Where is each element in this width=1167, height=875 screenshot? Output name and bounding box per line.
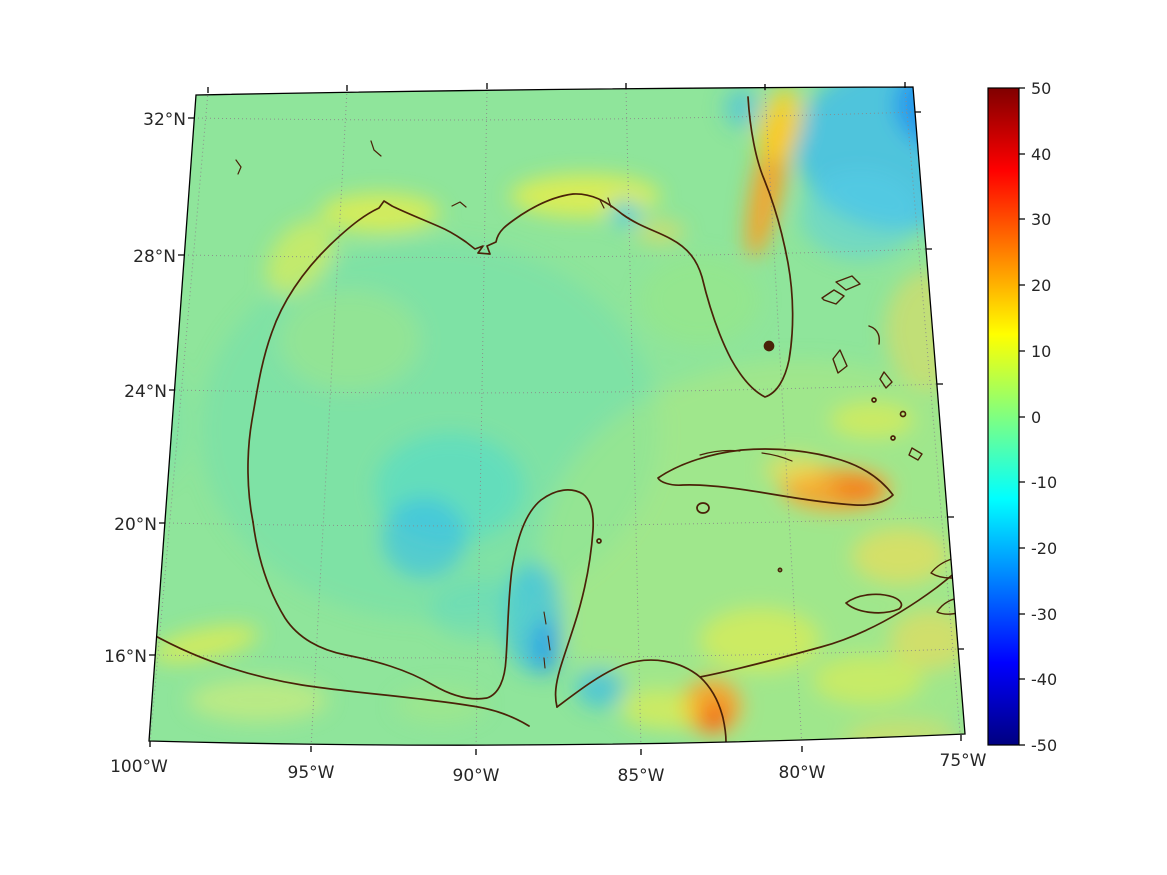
gridline-parallel-28n [183, 248, 927, 258]
inland-water-louisiana [451, 197, 612, 209]
map-panel [149, 87, 965, 746]
island-small [899, 410, 907, 418]
colorbar: 50 40 30 20 10 0 -10 -20 -30 -40 -50 [987, 79, 1057, 755]
island-small [871, 397, 877, 403]
coastline-pacific [149, 632, 530, 727]
colorbar-ticks [1019, 87, 1025, 746]
anomaly-blob-negative [800, 170, 920, 260]
anomaly-blob-positive [620, 690, 700, 730]
anomaly-blob-positive [890, 610, 965, 670]
anomaly-blob-positive [320, 193, 440, 233]
island-jamaica [845, 593, 903, 614]
coastline-belize-cays [543, 611, 551, 669]
x-tick-label-80w: 80°W [779, 763, 826, 783]
colorbar-gradient [987, 87, 1020, 746]
anomaly-blob [395, 687, 485, 723]
top-tick [207, 82, 906, 93]
gridline-meridian-75w [904, 88, 962, 745]
y-tick-label-32n: 32°N [143, 110, 186, 130]
anomaly-blob-positive [830, 402, 914, 438]
map-frame [148, 86, 966, 746]
anomaly-blob-negative [724, 88, 760, 128]
x-tick-label-100w: 100°W [110, 757, 168, 777]
colorbar-label-20: 20 [1031, 276, 1051, 295]
colorbar-label-n10: -10 [1031, 473, 1057, 492]
colorbar-tick [1019, 87, 1025, 746]
coastline-honduras [556, 659, 727, 743]
y-tick-label-28n: 28°N [133, 247, 176, 267]
anomaly-blob-positive [765, 455, 825, 485]
x-tick-label-75w: 75°W [940, 751, 987, 771]
anomaly-blob-positive [188, 678, 328, 722]
coastline-cuba [657, 448, 894, 506]
colorbar-label-n30: -30 [1031, 605, 1057, 624]
island-bahamas [821, 275, 923, 461]
anomaly-blob-negative [430, 580, 530, 640]
colorbar-label-n50: -50 [1031, 736, 1057, 755]
anomaly-blob-negative [149, 360, 185, 480]
x-tick-label-85w: 85°W [618, 766, 665, 786]
coastline-mexico-yucatan [252, 489, 595, 708]
anomaly-blob [280, 290, 420, 390]
gridline-parallel-24n [174, 383, 938, 394]
colorbar-label-40: 40 [1031, 145, 1051, 164]
anomaly-blob-positive [635, 220, 685, 244]
colorbar-label-30: 30 [1031, 210, 1051, 229]
anomaly-blob-negative [533, 620, 559, 676]
coastlines [149, 96, 965, 743]
y-tick-label-16n: 16°N [104, 647, 147, 667]
x-axis-labels: 100°W 95°W 90°W 85°W 80°W 75°W [110, 751, 987, 786]
anomaly-blob-negative [609, 200, 641, 226]
coastline-nicaragua [699, 570, 958, 678]
island-cayman [777, 567, 783, 573]
y-axis-labels: 32°N 28°N 24°N 20°N 16°N [104, 110, 186, 667]
right-tick [915, 111, 964, 650]
anomaly-blob-positive [885, 270, 965, 390]
colorbar-label-50: 50 [1031, 79, 1051, 98]
island-isle-of-youth [696, 502, 710, 514]
anomaly-blob-positive [834, 476, 882, 502]
anomaly-blob-negative [576, 668, 624, 708]
colorbar-labels: 50 40 30 20 10 0 -10 -20 -30 -40 -50 [1031, 79, 1057, 755]
y-tick [149, 117, 194, 656]
colorbar-label-0: 0 [1031, 408, 1041, 427]
island-small [890, 435, 896, 441]
x-tick [149, 735, 962, 755]
colorbar-label-n40: -40 [1031, 670, 1057, 689]
anomaly-blob-positive [151, 624, 259, 664]
axis-ticks [149, 82, 964, 755]
y-tick-label-24n: 24°N [124, 382, 167, 402]
colorbar-label-10: 10 [1031, 342, 1051, 361]
inland-water-texas [235, 140, 382, 175]
coastline-cuba-cays [699, 449, 793, 462]
y-tick-label-20n: 20°N [114, 515, 157, 535]
x-tick-label-95w: 95°W [288, 763, 335, 783]
anomaly-blob-positive [813, 655, 923, 705]
island-cozumel [596, 538, 602, 544]
anomaly-blob-positive [756, 87, 804, 163]
colorbar-label-n20: -20 [1031, 539, 1057, 558]
lake-okeechobee [763, 340, 775, 352]
x-tick-label-90w: 90°W [453, 766, 500, 786]
graticule [149, 88, 962, 746]
anomaly-blob-positive [852, 528, 948, 584]
anomaly-blob-negative [382, 498, 466, 578]
anomaly-blob [640, 255, 760, 345]
gridline-parallel-32n [193, 111, 916, 121]
anomaly-blob-positive [266, 220, 334, 296]
coastline-gulf-north [247, 96, 794, 523]
